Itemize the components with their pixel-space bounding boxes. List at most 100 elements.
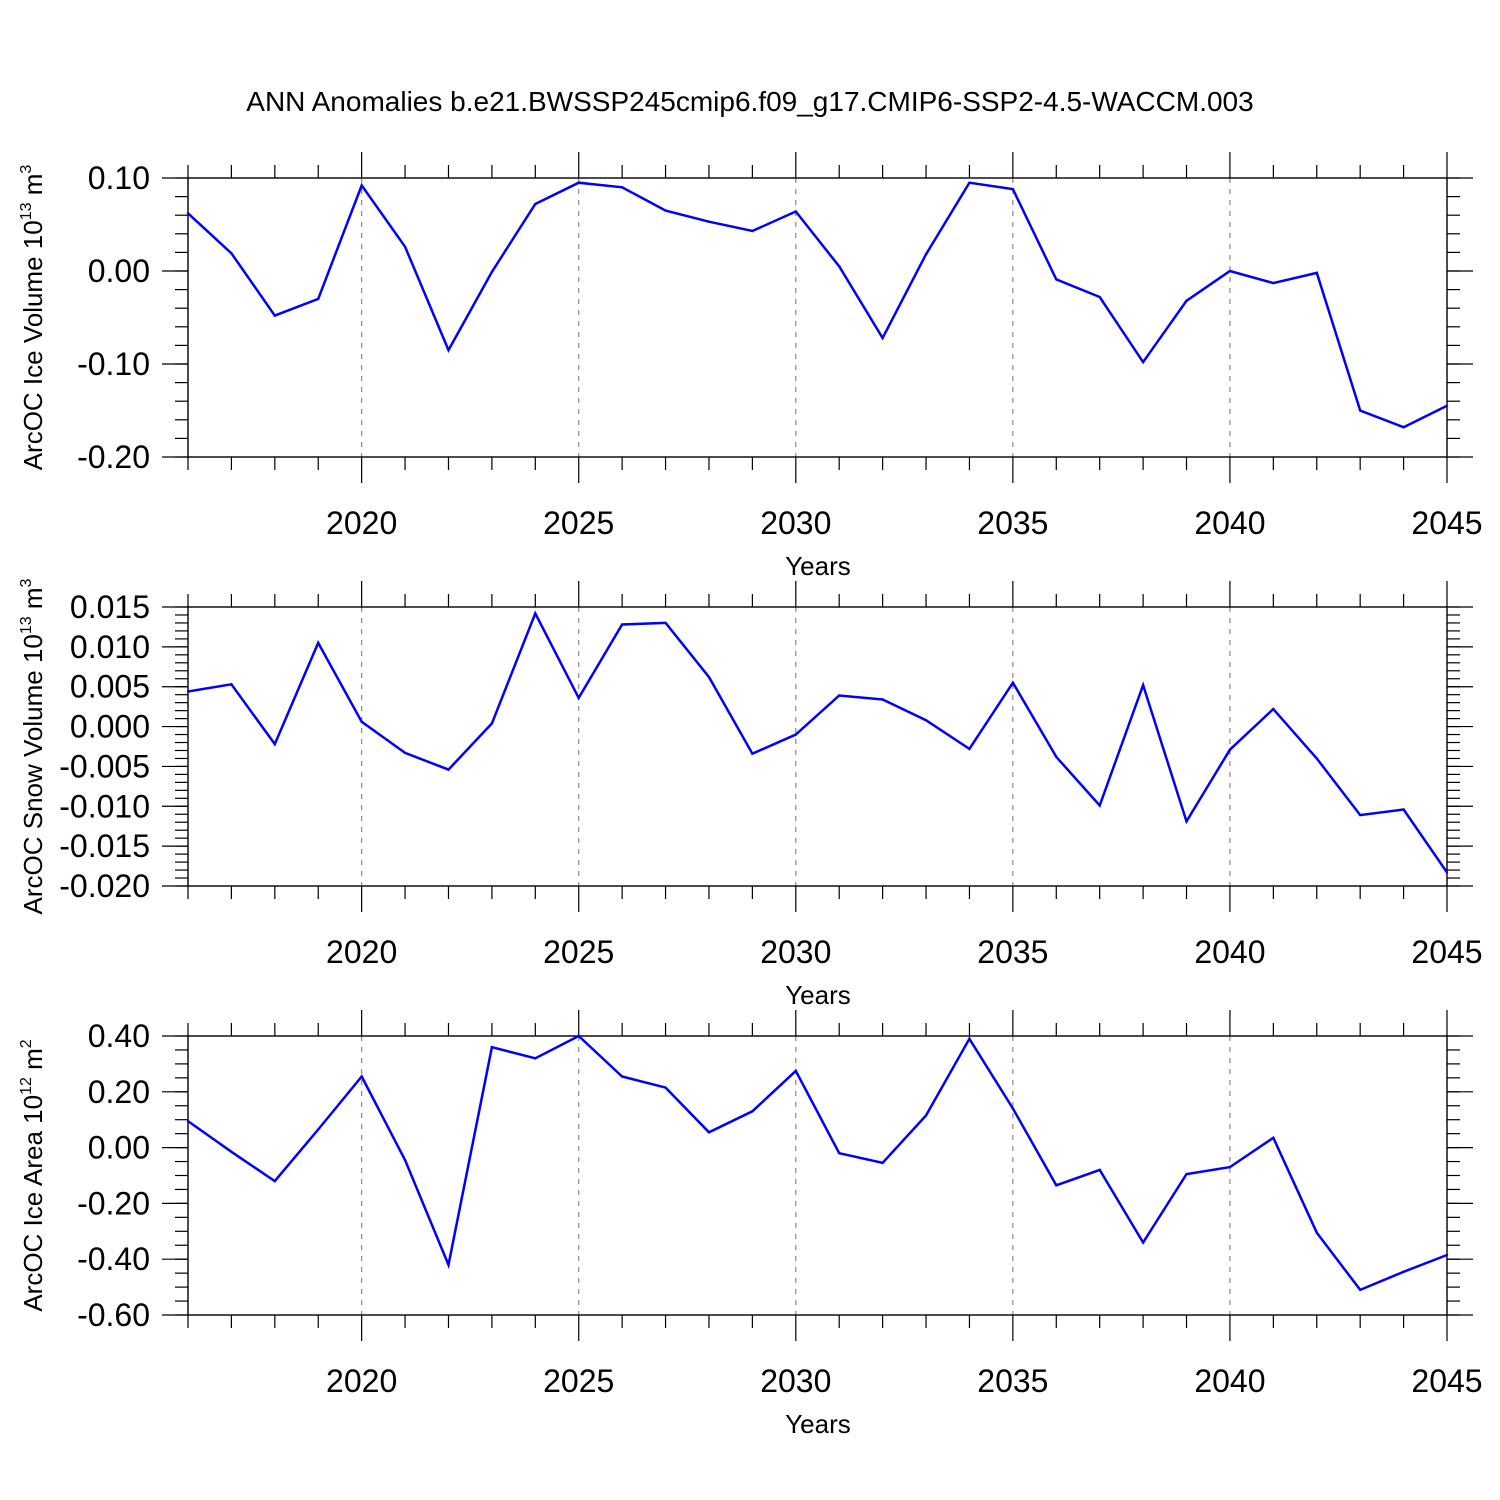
y-tick-label: -0.020 — [59, 868, 150, 904]
data-point — [403, 245, 407, 249]
data-point — [534, 1057, 537, 1060]
data-point — [1011, 681, 1015, 684]
data-point — [403, 1158, 407, 1162]
data-point — [186, 690, 190, 693]
y-axis-title-unit: m — [18, 587, 48, 616]
data-point — [1011, 1107, 1015, 1110]
y-axis-title-exponent: 13 — [18, 202, 35, 220]
data-point — [577, 181, 580, 184]
x-tick-label: 2040 — [1194, 934, 1265, 970]
data-point — [1098, 295, 1101, 299]
data-point — [924, 718, 928, 722]
data-point — [881, 1161, 884, 1165]
chart-panel-3: -0.60 -0.40 -0.20 0.00 0.20 0.40 2020 2025 2030 2… — [18, 1010, 1483, 1439]
x-tick-label: 2035 — [977, 1363, 1048, 1399]
y-tick-label: 0.40 — [88, 1018, 150, 1054]
data-point — [794, 210, 797, 213]
data-point — [881, 336, 884, 340]
y-axis-title-text: ArcOC Snow Volume 10 — [18, 634, 48, 914]
data-point — [620, 1075, 624, 1078]
data-point — [1272, 1136, 1275, 1140]
data-point — [751, 229, 754, 233]
data-point — [924, 1114, 928, 1117]
data-point — [186, 1119, 190, 1123]
data-point — [707, 675, 711, 679]
data-point — [1055, 278, 1058, 281]
y-axis-title-text: ArcOC Ice Area 10 — [18, 1095, 48, 1312]
y-tick-label: 0.00 — [88, 1130, 150, 1166]
x-axis-title: Years — [785, 1409, 851, 1439]
data-point — [1445, 1253, 1449, 1257]
x-tick-label: 2045 — [1411, 505, 1482, 541]
data-point — [838, 1151, 841, 1155]
data-point — [273, 1179, 277, 1183]
data-point — [1445, 404, 1449, 408]
x-tick-label: 2030 — [760, 1363, 831, 1399]
data-point — [360, 1075, 363, 1078]
data-point — [490, 1045, 494, 1049]
y-tick-label: 0.000 — [70, 709, 150, 745]
data-point — [620, 186, 624, 189]
x-axis-title: Years — [785, 551, 851, 581]
y-axis-title: ArcOC Ice Volume 1013 m3 — [18, 165, 48, 471]
data-point — [1402, 1270, 1405, 1273]
data-point — [1098, 804, 1101, 807]
y-tick-label: -0.015 — [59, 828, 150, 864]
x-tick-label: 2030 — [760, 505, 831, 541]
x-tick-label: 2040 — [1194, 1363, 1265, 1399]
x-tick-label: 2030 — [760, 934, 831, 970]
data-point — [447, 348, 450, 352]
y-tick-label: -0.010 — [59, 788, 150, 824]
y-tick-label: -0.20 — [77, 439, 150, 475]
x-tick-label: 2020 — [326, 934, 397, 970]
data-point — [1402, 808, 1405, 811]
plot-frame — [187, 177, 1448, 458]
x-tick-label: 2025 — [543, 505, 614, 541]
data-point — [577, 696, 580, 700]
y-tick-label: -0.40 — [77, 1241, 150, 1277]
figure-title: ANN Anomalies b.e21.BWSSP245cmip6.f09_g1… — [246, 86, 1253, 117]
y-axis-title: ArcOC Snow Volume 1013 m3 — [18, 578, 48, 914]
y-tick-label: 0.10 — [88, 160, 150, 196]
data-point — [1402, 426, 1405, 429]
data-point — [534, 612, 537, 615]
series-line — [187, 1034, 1448, 1292]
plot-frame — [187, 606, 1448, 887]
x-tick-label: 2020 — [326, 505, 397, 541]
data-point — [881, 698, 884, 701]
data-point — [447, 768, 450, 771]
data-point — [707, 220, 711, 223]
y-axis-title-unit-exponent: 3 — [18, 578, 35, 587]
data-point — [230, 252, 233, 255]
y-axis-title-unit-exponent: 2 — [18, 1039, 35, 1048]
data-point — [794, 1069, 797, 1073]
data-point — [186, 212, 190, 215]
data-point — [1141, 1241, 1145, 1244]
data-point — [1358, 409, 1362, 412]
data-point — [1315, 1231, 1318, 1234]
data-point — [403, 751, 407, 755]
y-tick-label: 0.010 — [70, 629, 150, 665]
data-point — [1141, 360, 1145, 364]
y-axis-title-exponent: 12 — [18, 1077, 35, 1095]
data-point — [1228, 1165, 1232, 1169]
data-point — [230, 683, 233, 686]
data-point — [924, 253, 928, 256]
y-tick-label: -0.10 — [77, 346, 150, 382]
data-point — [968, 181, 971, 184]
y-tick-label: 0.00 — [88, 253, 150, 289]
data-point — [534, 202, 537, 206]
data-point — [1358, 1288, 1362, 1292]
y-axis-title-exponent: 13 — [18, 616, 35, 634]
data-point — [317, 1128, 320, 1131]
data-point — [1445, 871, 1449, 874]
data-point — [447, 1263, 450, 1266]
data-point — [1141, 683, 1145, 687]
data-point — [1011, 187, 1015, 191]
y-tick-label: 0.20 — [88, 1074, 150, 1110]
y-tick-label: -0.20 — [77, 1185, 150, 1221]
y-tick-label: 0.005 — [70, 669, 150, 705]
data-point — [1228, 269, 1232, 273]
data-point — [751, 752, 754, 755]
